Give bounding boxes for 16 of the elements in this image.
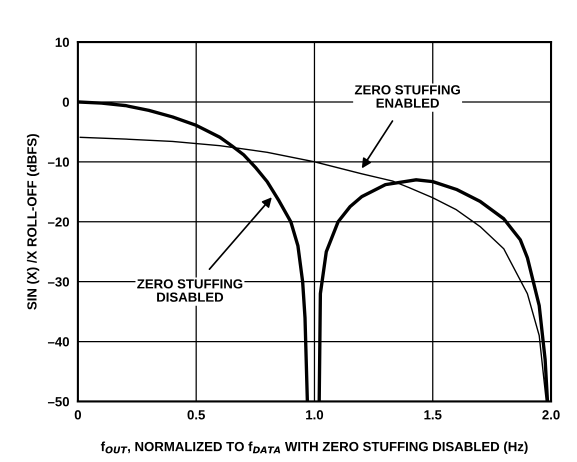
x-tick-label: 0 [74, 410, 82, 420]
y-tick-label: –50 [48, 397, 70, 406]
x-axis-title: f$_{OUT}$, NORMALIZED TO f$_{DATA}$ WITH ZERO STUFFING DISABLED (Hz) [100, 442, 528, 454]
y-tick-label: 10 [56, 38, 70, 47]
y-tick-label: –20 [48, 217, 70, 227]
annotation: ZERO STUFFING DISABLED [137, 279, 242, 302]
y-tick-label: 0 [62, 98, 70, 107]
y-tick-label: –40 [48, 337, 70, 346]
x-tick-label: 1.5 [424, 410, 442, 420]
y-tick-label: –10 [48, 157, 70, 167]
x-tick-label: 1.0 [306, 410, 324, 420]
x-tick-label: 2.0 [542, 410, 560, 420]
annotation: ZERO STUFFING ENABLED [354, 85, 460, 108]
y-axis-title: SIN (X) /X ROLL-OFF (dBFS) [26, 134, 40, 310]
x-tick-label: 0.5 [188, 410, 205, 420]
y-tick-label: –30 [48, 277, 70, 287]
